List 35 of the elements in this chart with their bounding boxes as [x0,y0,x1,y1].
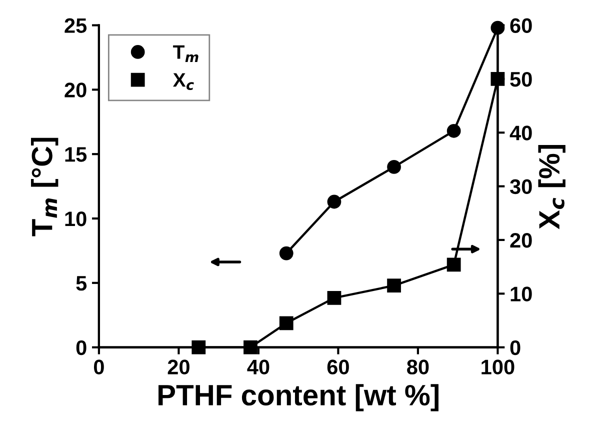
y2-tick-label: 20 [510,232,532,248]
y-tick-label: 5 [76,276,87,291]
x-tick-label: 80 [407,360,429,374]
y2-tick-label: 50 [510,72,532,87]
y2-tick-label: 40 [510,126,532,140]
y-tick-label: 10 [65,212,86,226]
y2-tick-label: 60 [510,18,532,34]
y2-tick-label: 10 [510,286,532,302]
x-tick-label: 40 [247,360,270,374]
point [490,72,505,86]
y-tick-label: 0 [76,340,86,356]
point [244,340,258,354]
point [387,160,401,174]
point [327,194,342,209]
x-tick-label: 20 [168,360,190,374]
y2-tick-label: 30 [510,179,532,194]
point [327,290,342,305]
y-tick-label: 25 [64,18,87,34]
point [446,258,461,272]
x-axis-title: PTHF content [wt %] [158,384,438,412]
x-tick-label: 0 [94,360,104,374]
y-axis-title: T$_{m}$ [°C] [31,138,58,236]
legend-label: T$_{m}$ [173,45,198,62]
x-tick-label: 100 [482,360,514,374]
x-tick-label: 60 [327,360,349,374]
point [446,124,461,138]
point [192,340,206,354]
point [279,316,294,330]
point [387,278,401,293]
y2-axis-title: X$_{c}$ [%] [538,145,566,230]
legend-label: X$_{c}$ [173,73,194,90]
y-tick-label: 15 [65,147,87,162]
y-tick-label: 20 [64,82,86,98]
point [279,246,294,260]
y2-tick-label: 0 [510,340,520,356]
